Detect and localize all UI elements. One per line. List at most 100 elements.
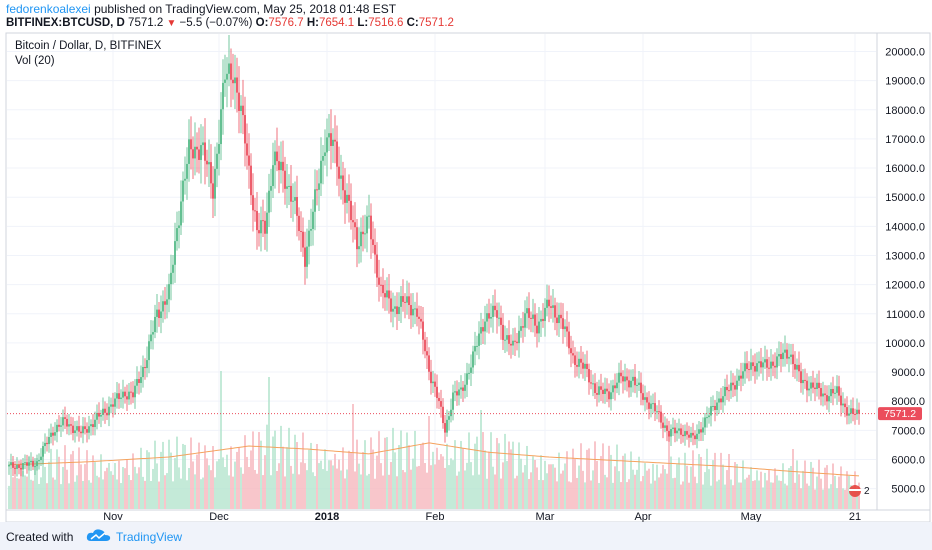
volume-bar [856,488,858,509]
candle-body [806,380,808,391]
time-axis[interactable]: Nov Dec 2018 Feb Mar Apr May 21 [103,511,861,522]
candle-body [422,321,424,340]
volume-bar [490,432,492,509]
candle-body [114,398,116,407]
volume-bar [750,467,752,509]
volume-bar [348,450,350,509]
candle-body [94,419,96,428]
candle-body [112,404,114,407]
price-tick-label: 8000.0 [891,396,925,408]
volume-bar [822,489,824,509]
price-tick-label: 18000.0 [885,105,925,117]
volume-bar [442,456,444,509]
candle-body [8,464,10,467]
volume-bar [178,467,180,509]
volume-bar [228,475,230,509]
candle-body [426,351,428,356]
volume-bar [98,477,100,509]
volume-bar [628,479,630,509]
candle-body [516,341,518,344]
volume-bar [798,474,800,509]
candle-body [54,432,56,436]
candle-body [542,318,544,322]
volume-bar [698,454,700,509]
volume-bar [334,453,336,509]
volume-bar [742,460,744,509]
candle-body [400,296,402,307]
volume-bar [634,474,636,509]
candle-body [120,397,122,400]
volume-bar [480,410,482,509]
candle-body [804,379,806,381]
candle-body [282,161,284,171]
candle-body [776,356,778,368]
author-link[interactable]: fedorenkoalexei [6,2,91,16]
volume-bar [538,480,540,509]
volume-bar [624,453,626,509]
candle-body [774,365,776,368]
candle-body [46,442,48,445]
scale-icon[interactable]: 2 [849,485,870,497]
candle-body [826,395,828,402]
candle-body [488,313,490,319]
candle-body [480,327,482,334]
volume-bar [594,441,596,509]
volume-bar [566,451,568,509]
volume-bar [852,487,854,509]
price-chart[interactable]: 20000.0 19000.0 18000.0 17000.0 16000.0 15000… [0,0,932,522]
candle-body [824,393,826,396]
price-tick-label: 15000.0 [885,192,925,204]
candle-body [414,308,416,310]
volume-bar [550,464,552,509]
volume-bar [786,485,788,509]
candle-body [634,376,636,386]
volume-bar [578,465,580,509]
candle-body [688,434,690,438]
volume-bar [116,479,118,509]
volume-bar [22,470,24,509]
candle-body [318,183,320,190]
time-tick-label: Apr [634,511,651,522]
candle-body [356,227,358,250]
candle-body [314,189,316,212]
open-value: 7576.7 [268,17,304,29]
tradingview-link[interactable]: TradingView [116,530,183,544]
price-axis[interactable]: 20000.0 19000.0 18000.0 17000.0 16000.0 15000… [885,46,925,495]
candle-body [12,462,14,468]
candle-body [648,402,650,409]
volume-bar [458,471,460,509]
volume-bar [318,463,320,509]
volume-bar [688,482,690,509]
candle-body [468,372,470,374]
volume-bar [52,477,54,509]
candle-body [14,467,16,469]
volume-bar [580,443,582,509]
candle-body [694,435,696,440]
volume-bar [416,466,418,509]
candle-body [624,376,626,382]
volume-bar [204,445,206,509]
candle-body [498,317,500,319]
candle-body [418,316,420,319]
candle-body [164,301,166,305]
tradingview-cloud-icon[interactable] [86,528,112,544]
candle-body [340,175,342,179]
volume-bar [122,467,124,509]
candle-body [672,427,674,430]
volume-bar [100,454,102,509]
candle-body [660,411,662,423]
candle-body [410,305,412,316]
candle-body [210,162,212,184]
candle-body [248,155,250,166]
candle-body [158,309,160,319]
candle-body [504,339,506,341]
volume-bar [306,470,308,509]
volume-bar [74,481,76,509]
candle-body [742,371,744,379]
candle-body [854,413,856,415]
candle-body [372,239,374,245]
candle-body [818,382,820,389]
candle-body [638,382,640,385]
candle-body [626,376,628,381]
chart-title: Bitcoin / Dollar, D, BITFINEX [15,40,162,52]
